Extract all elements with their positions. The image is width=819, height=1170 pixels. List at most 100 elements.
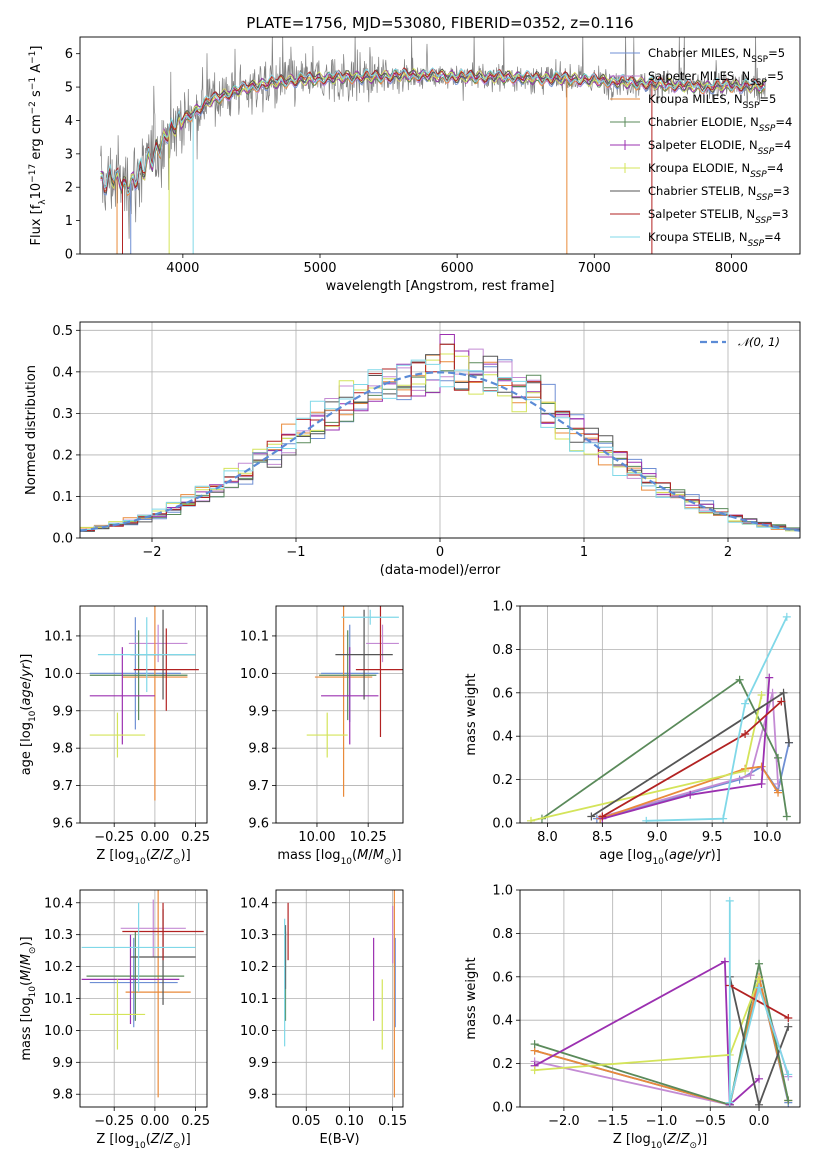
y-tick-label: 0.0: [492, 817, 513, 832]
y-tick-label: 5: [65, 81, 73, 96]
axes-frame: [275, 605, 404, 824]
y-tick-label: 9.9: [52, 704, 73, 719]
weight-series-line-3: [599, 765, 779, 820]
y-tick-label: 0.5: [52, 324, 73, 339]
panel-mass-vs-EBV: 0.05 0.10 0.15 9.8 9.9 10.0 10.1 10.2 10.3 10.4 E(…: [240, 889, 407, 1147]
x-axis-label: Z [log10(Z/Z⊙)]: [96, 848, 190, 867]
y-tick-label: 6: [65, 47, 73, 62]
axes-frame: [519, 889, 801, 1108]
weight-marker: [755, 959, 764, 968]
y-tick-label: 9.9: [248, 704, 269, 719]
y-tick-label: 2: [65, 181, 73, 196]
weight-marker: [784, 1014, 793, 1023]
legend-label-5: Salpeter ELODIE, NSSP=4: [648, 138, 791, 157]
y-tick-label: 9.8: [248, 742, 269, 757]
panel-age-vs-mass: 10.00 10.25 9.6 9.7 9.8 9.9 10.0 10.1 mass [log1…: [240, 605, 404, 867]
x-tick-label: 2: [724, 545, 732, 560]
y-tick-label: 10.3: [240, 928, 269, 943]
plot-area-weight-vs-age: [526, 612, 794, 823]
y-tick-label: 1: [65, 214, 73, 229]
plot-area-age-vs-mass: [306, 606, 403, 797]
panel-weight-vs-age: 8.0 8.5 9.0 9.5 10.0 0.0 0.2 0.4 0.6 0.8 1.0 age [l…: [464, 600, 801, 867]
weight-marker: [755, 1100, 764, 1107]
figure-title: PLATE=1756, MJD=53080, FIBERID=0352, z=0…: [246, 14, 633, 32]
x-tick-label: 8.0: [537, 830, 558, 845]
y-tick-label: 0.2: [492, 1057, 513, 1072]
y-tick-label: 10.0: [44, 1024, 73, 1039]
weight-marker: [725, 1098, 734, 1107]
y-tick-label: 10.1: [44, 629, 73, 644]
y-tick-label: 9.9: [52, 1056, 73, 1071]
x-axis-label: Z [log10(Z/Z⊙)]: [613, 1132, 707, 1151]
model-spectrum-line-7: [100, 68, 765, 194]
axes-frame: [519, 605, 801, 824]
y-tick-label: 0.2: [492, 773, 513, 788]
legend-label-9: Kroupa STELIB, NSSP=4: [648, 230, 781, 249]
x-tick-label: −0.25: [94, 830, 134, 845]
x-tick-label: 8000: [715, 261, 748, 276]
x-tick-label: −1.5: [597, 1114, 629, 1129]
x-tick-label: 1: [580, 545, 588, 560]
weight-marker: [526, 816, 535, 823]
weight-marker: [746, 771, 755, 780]
panel-spectrum: 4000 5000 6000 7000 8000 0 1 2 3 4 5 6 wavelength [A…: [28, 36, 801, 294]
x-tick-label: 0.00: [140, 830, 169, 845]
y-axis-label: Normed distribution: [24, 365, 39, 495]
x-tick-label: −2: [142, 545, 161, 560]
y-tick-label: 9.8: [248, 1088, 269, 1103]
y-tick-label: 10.0: [240, 1024, 269, 1039]
y-tick-label: 10.4: [44, 896, 73, 911]
x-axis-label: Z [log10(Z/Z⊙)]: [96, 1132, 190, 1151]
legend-gaussian-label: 𝒩(0, 1): [738, 335, 780, 349]
y-tick-label: 10.2: [240, 960, 269, 975]
x-tick-label: 0.25: [181, 830, 210, 845]
axes-frame: [275, 889, 404, 1108]
y-tick-label: 10.3: [44, 928, 73, 943]
y-tick-label: 0.3: [52, 407, 73, 422]
y-tick-label: 9.8: [52, 742, 73, 757]
y-tick-label: 9.8: [52, 1088, 73, 1103]
y-tick-label: 9.7: [248, 779, 269, 794]
weight-marker: [741, 699, 750, 708]
data-spectrum-line: [100, 37, 766, 239]
weight-marker: [530, 1040, 539, 1049]
x-tick-label: 10.00: [298, 830, 335, 845]
x-tick-label: −0.5: [694, 1114, 726, 1129]
axes-frame: [79, 889, 208, 1108]
weight-marker: [774, 788, 783, 797]
weight-marker: [757, 690, 766, 699]
plot-area-residuals: [80, 334, 800, 532]
y-tick-label: 0.2: [52, 448, 73, 463]
weight-marker: [765, 673, 774, 682]
y-tick-label: 0.8: [492, 927, 513, 942]
weight-marker: [779, 688, 788, 697]
y-tick-label: 0.8: [492, 643, 513, 658]
y-tick-label: 0.4: [492, 1014, 513, 1029]
weight-series-line-9: [646, 616, 788, 822]
x-tick-label: 8.5: [592, 830, 613, 845]
weight-marker: [530, 1066, 539, 1075]
x-tick-label: 6000: [441, 261, 474, 276]
y-tick-label: 10.1: [44, 992, 73, 1007]
plot-area-mass-vs-Z: [81, 890, 204, 1098]
weight-marker: [774, 753, 783, 762]
y-tick-label: 3: [65, 147, 73, 162]
weight-series-line-9: [728, 900, 790, 1103]
weight-marker: [784, 1022, 793, 1031]
weight-marker: [741, 730, 750, 739]
legend-label-7: Chabrier STELIB, NSSP=3: [648, 184, 790, 203]
weight-marker: [755, 974, 764, 983]
legend-label-3: Kroupa MILES, NSSP=5: [648, 92, 776, 111]
model-spectrum-line-6: [100, 67, 766, 193]
x-tick-label: 10.25: [350, 830, 387, 845]
weight-marker: [587, 812, 596, 821]
x-tick-label: 0.00: [140, 1114, 169, 1129]
y-tick-label: 10.4: [240, 896, 269, 911]
y-tick-label: 0.6: [492, 970, 513, 985]
panel-age-vs-Z: −0.25 0.00 0.25 9.6 9.7 9.8 9.9 10.0 10.1 Z [log1…: [19, 605, 210, 867]
weight-series-line-8: [729, 984, 789, 1019]
weight-marker: [598, 812, 607, 821]
weight-series-line-2: [602, 692, 779, 818]
x-axis-label: (data-model)/error: [380, 563, 501, 578]
